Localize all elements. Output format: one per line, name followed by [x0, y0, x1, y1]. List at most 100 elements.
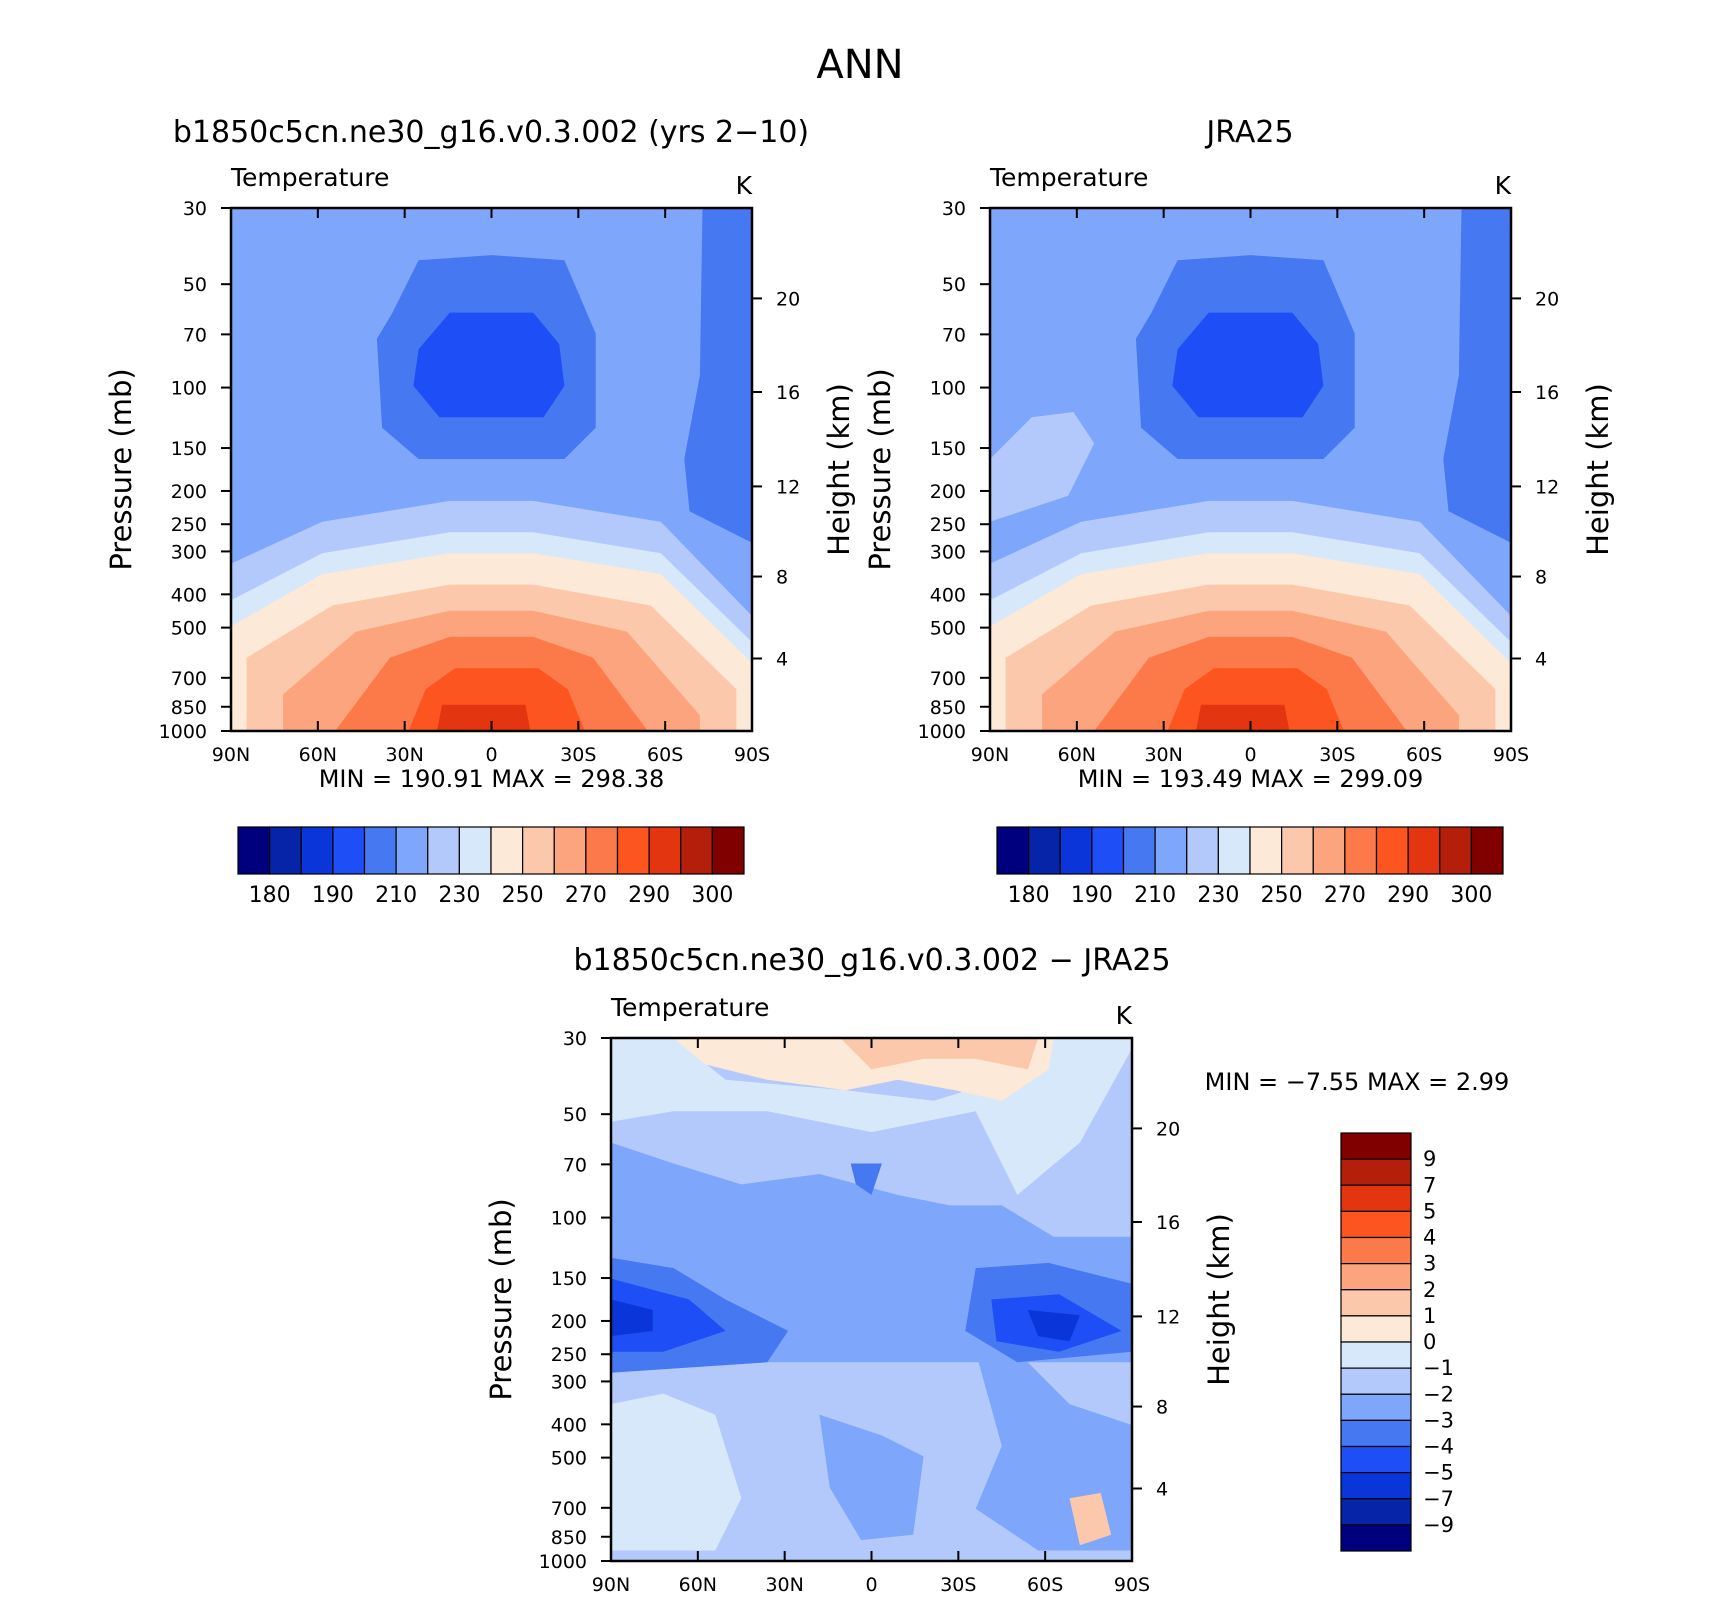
- colorbar-model: 180 190 210 230 250 270 290 300: [237, 826, 745, 908]
- x-tick-label: 90N: [971, 744, 1009, 766]
- y2-tick-label: 8: [1156, 1397, 1168, 1419]
- colorbar-label: 250: [502, 883, 544, 908]
- figure-title: ANN: [816, 42, 903, 88]
- colorbar-swatch: [1344, 826, 1378, 875]
- colorbar-swatch: [1340, 1524, 1412, 1552]
- colorbar-swatch: [458, 826, 492, 875]
- colorbar-label: 180: [1008, 883, 1050, 908]
- y2-tick-label: 20: [1156, 1118, 1180, 1140]
- colorbar-label: 190: [1071, 883, 1113, 908]
- y-tick-label: 30: [563, 1028, 587, 1050]
- colorbar-swatch: [332, 826, 366, 875]
- y-tick-label: 700: [551, 1498, 587, 1520]
- y-tick-label: 400: [171, 584, 207, 606]
- contour-region: [1027, 1310, 1080, 1342]
- y2-axis-label: Height (km): [822, 383, 856, 556]
- colorbar-jra25: 180 190 210 230 250 270 290 300: [996, 826, 1504, 908]
- x-tick-label: 60S: [1406, 744, 1442, 766]
- colorbar-label: 9: [1423, 1147, 1436, 1171]
- variable-label: Temperature: [989, 163, 1148, 192]
- y2-tick-label: 16: [1156, 1212, 1180, 1234]
- y-tick-label: 300: [551, 1371, 587, 1393]
- colorbar-swatch: [522, 826, 555, 875]
- colorbar-label: 3: [1423, 1252, 1436, 1276]
- x-tick-label: 60N: [1058, 744, 1096, 766]
- variable-label: Temperature: [610, 993, 769, 1022]
- contour-fill: [231, 208, 752, 731]
- y-tick-label: 100: [171, 378, 207, 400]
- x-tick-label: 30N: [385, 744, 423, 766]
- colorbar-swatch: [1340, 1393, 1412, 1421]
- contour-region: [1195, 704, 1290, 731]
- colorbar-label: 190: [312, 883, 354, 908]
- y-tick-label: 300: [930, 541, 966, 563]
- y-tick-label: 700: [930, 668, 966, 690]
- y-tick-label: 200: [930, 481, 966, 503]
- panel-difference: b1850c5cn.ne30_g16.v0.3.002 − JRA25 Tempe…: [484, 943, 1509, 1596]
- y-axis-label: Pressure (mb): [484, 1198, 518, 1400]
- y-tick-label: 30: [942, 198, 966, 220]
- min-max-stats: MIN = 190.91 MAX = 298.38: [319, 765, 665, 793]
- colorbar-label: 270: [1324, 883, 1366, 908]
- x-tick-label: 90N: [592, 1574, 630, 1596]
- y-tick-label: 500: [171, 618, 207, 640]
- y-tick-label: 250: [930, 514, 966, 536]
- colorbar-swatch: [1340, 1472, 1412, 1500]
- colorbar-swatch: [1407, 826, 1441, 875]
- colorbar-label: 4: [1423, 1226, 1436, 1250]
- colorbar-swatch: [1340, 1498, 1412, 1526]
- x-tick-label: 90S: [734, 744, 770, 766]
- panel-title: b1850c5cn.ne30_g16.v0.3.002 (yrs 2−10): [173, 115, 809, 150]
- contour-region: [611, 1038, 1132, 1195]
- y2-tick-label: 20: [1535, 288, 1559, 310]
- colorbar-label: −7: [1423, 1487, 1454, 1511]
- contour-region: [1443, 208, 1511, 543]
- y-tick-label: 400: [551, 1414, 587, 1436]
- colorbar-label: 1: [1423, 1304, 1436, 1328]
- x-tick-label: 0: [865, 1574, 877, 1596]
- contour-region: [819, 1414, 924, 1541]
- colorbar-swatch: [1439, 826, 1472, 875]
- y2-tick-label: 20: [776, 288, 800, 310]
- y-tick-label: 850: [930, 697, 966, 719]
- colorbar-swatch: [1249, 826, 1283, 875]
- colorbar-swatch: [711, 826, 745, 875]
- y-tick-label: 200: [551, 1311, 587, 1333]
- y2-axis-label: Height (km): [1581, 383, 1615, 556]
- colorbar-swatch: [237, 826, 271, 875]
- colorbar-swatch: [1217, 826, 1251, 875]
- contour-region: [1172, 312, 1324, 418]
- y-tick-label: 1000: [539, 1551, 587, 1573]
- y-tick-label: 100: [551, 1208, 587, 1230]
- contour-region: [684, 208, 752, 543]
- y-tick-label: 50: [942, 274, 966, 296]
- contour-region: [611, 1278, 726, 1352]
- colorbar-swatch: [1470, 826, 1504, 875]
- colorbar-swatch: [1154, 826, 1188, 875]
- x-tick-label: 30S: [1319, 744, 1355, 766]
- colorbar-label: 290: [628, 883, 670, 908]
- colorbar-label: 0: [1423, 1330, 1436, 1354]
- y-tick-label: 1000: [918, 721, 966, 743]
- colorbar-swatch: [1122, 826, 1156, 875]
- y-tick-label: 500: [551, 1448, 587, 1470]
- colorbar-label: −9: [1423, 1513, 1454, 1537]
- y-tick-label: 150: [171, 438, 207, 460]
- colorbar-swatch: [1312, 826, 1346, 875]
- colorbar-swatch: [1186, 826, 1219, 875]
- panel-jra25: JRA25 Temperature K 90N 60N 30N 0 30S 60S 90S 30 50…: [863, 115, 1615, 793]
- colorbar-swatch: [363, 826, 397, 875]
- colorbar-swatch: [300, 826, 334, 875]
- x-tick-label: 60S: [1027, 1574, 1063, 1596]
- y2-axis-label: Height (km): [1202, 1213, 1236, 1386]
- x-tick-label: 30S: [940, 1574, 976, 1596]
- colorbar-swatch: [1340, 1236, 1412, 1265]
- contour-region: [850, 1163, 882, 1195]
- contour-fill: [611, 1038, 1132, 1561]
- y-tick-label: 850: [551, 1527, 587, 1549]
- colorbar-swatch: [1340, 1367, 1412, 1395]
- x-tick-label: 90N: [212, 744, 250, 766]
- colorbar-swatch: [1340, 1132, 1412, 1160]
- colorbar-swatch: [1340, 1289, 1412, 1317]
